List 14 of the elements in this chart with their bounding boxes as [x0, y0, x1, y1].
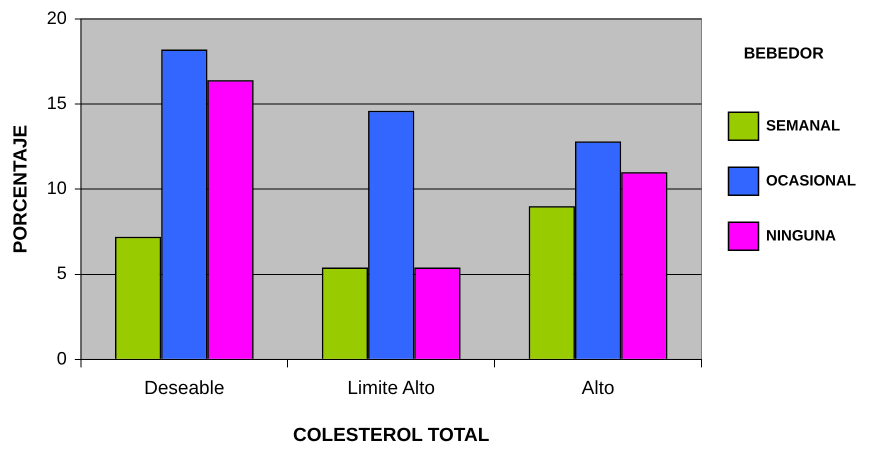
y-tick-label: 5: [56, 263, 67, 284]
y-tick-label: 0: [56, 348, 67, 368]
y-tick-label: 10: [46, 178, 67, 198]
legend-label: SEMANAL: [766, 117, 840, 134]
y-tick-label: 20: [46, 8, 67, 28]
x-tick-label: Limite Alto: [347, 378, 435, 400]
legend-title: BEBEDOR: [744, 45, 824, 62]
x-tick-label: Deseable: [144, 378, 224, 400]
x-tick-label: Alto: [582, 378, 614, 400]
y-axis-title: PORCENTAJE: [10, 124, 32, 254]
y-tick-label: 15: [46, 92, 67, 113]
legend-label: NINGUNA: [766, 227, 836, 244]
x-axis-title: COLESTEROL TOTAL: [292, 424, 490, 446]
legend-label: OCASIONAL: [766, 172, 856, 190]
